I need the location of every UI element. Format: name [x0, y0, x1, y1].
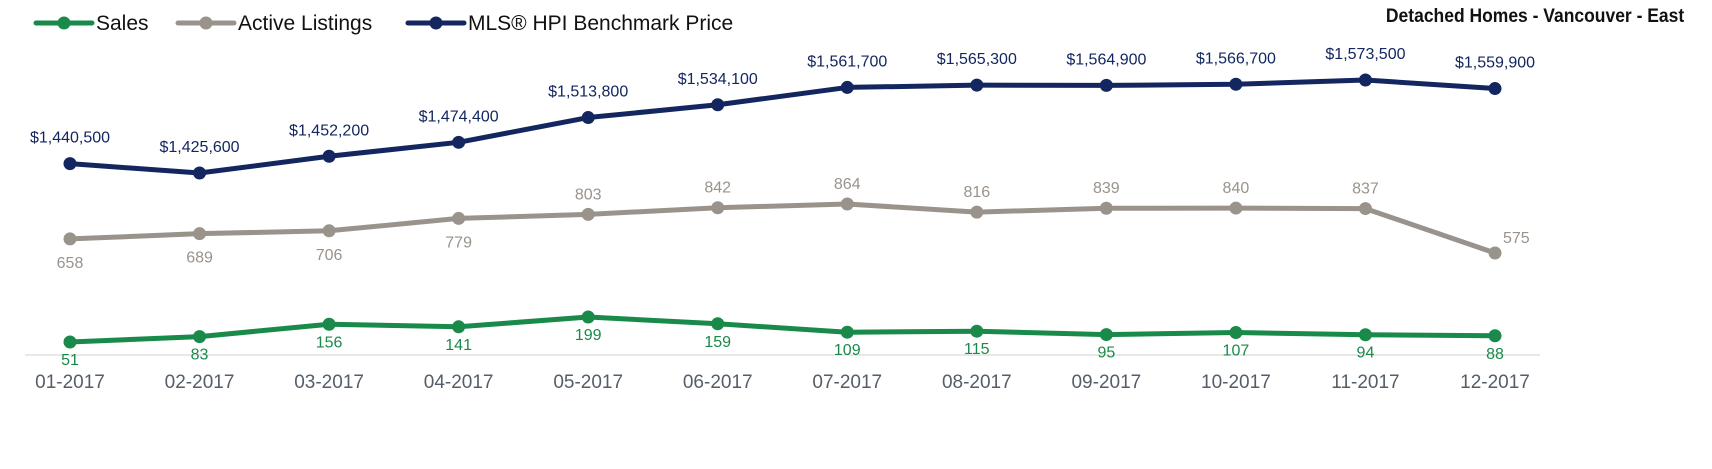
data-label: 864 — [834, 176, 861, 193]
data-point — [63, 157, 77, 171]
chart-title: Detached Homes - Vancouver - East — [1385, 6, 1684, 27]
data-label: $1,474,400 — [419, 108, 499, 125]
x-tick-label: 05-2017 — [553, 372, 623, 393]
data-label: 115 — [964, 341, 990, 358]
data-point — [1358, 202, 1372, 216]
x-tick-label: 01-2017 — [35, 372, 105, 393]
data-point — [711, 317, 725, 331]
data-label: 840 — [1223, 180, 1250, 197]
x-tick-label: 08-2017 — [942, 372, 1012, 393]
data-label: $1,566,700 — [1196, 50, 1276, 67]
data-point — [1229, 326, 1243, 340]
data-label: 839 — [1093, 180, 1120, 197]
x-tick-label: 10-2017 — [1201, 372, 1271, 393]
series-line — [67, 314, 1498, 345]
data-point — [840, 325, 854, 339]
data-point — [193, 330, 207, 344]
data-point — [581, 111, 595, 125]
data-label: 107 — [1223, 343, 1250, 360]
data-point — [452, 135, 466, 149]
data-label: 199 — [575, 327, 602, 344]
data-label: 816 — [963, 184, 990, 201]
data-point — [1488, 82, 1502, 96]
data-label: $1,559,900 — [1455, 55, 1535, 72]
data-label: $1,534,100 — [678, 71, 758, 88]
data-point — [1099, 328, 1113, 342]
data-label: 575 — [1503, 230, 1530, 247]
series-line — [67, 201, 1498, 256]
data-label: $1,564,900 — [1066, 51, 1146, 68]
data-point — [1358, 73, 1372, 87]
x-tick-label: 06-2017 — [683, 372, 753, 393]
data-point — [1488, 329, 1502, 343]
legend-label: Active Listings — [238, 12, 372, 35]
data-point — [1488, 246, 1502, 260]
data-point — [452, 320, 466, 334]
data-point — [63, 232, 77, 246]
data-point — [711, 98, 725, 112]
data-point — [193, 227, 207, 241]
data-point — [1358, 328, 1372, 342]
data-point — [322, 224, 336, 238]
data-point — [970, 324, 984, 338]
data-point — [1229, 201, 1243, 215]
x-tick-label: 09-2017 — [1071, 372, 1141, 393]
legend-swatch-marker — [199, 16, 213, 30]
data-point — [581, 207, 595, 221]
data-point — [970, 78, 984, 92]
data-point — [322, 149, 336, 163]
data-label: 51 — [61, 352, 79, 369]
data-label: $1,452,200 — [289, 122, 369, 139]
data-point — [840, 80, 854, 94]
legend-swatch-marker — [57, 16, 71, 30]
data-label: 842 — [704, 180, 731, 197]
data-point — [840, 197, 854, 211]
data-label: $1,425,600 — [160, 139, 240, 156]
data-point — [1099, 201, 1113, 215]
data-point — [1229, 77, 1243, 91]
x-tick-label: 02-2017 — [165, 372, 235, 393]
data-label: 689 — [186, 250, 213, 267]
data-label: 837 — [1352, 181, 1379, 198]
x-tick-label: 12-2017 — [1460, 372, 1530, 393]
legend-label: MLS® HPI Benchmark Price — [468, 12, 733, 35]
data-point — [322, 317, 336, 331]
legend-label: Sales — [96, 12, 149, 35]
data-point — [63, 335, 77, 349]
data-point — [970, 205, 984, 219]
x-tick-label: 11-2017 — [1331, 372, 1399, 393]
data-label: 95 — [1097, 345, 1115, 362]
data-label: 88 — [1486, 346, 1504, 363]
data-label: 109 — [834, 342, 861, 359]
x-tick-label: 07-2017 — [812, 372, 882, 393]
data-label: 141 — [445, 337, 472, 354]
data-label: 94 — [1357, 345, 1375, 362]
data-label: $1,573,500 — [1325, 46, 1405, 63]
data-point — [711, 201, 725, 215]
legend-swatch-marker — [429, 16, 443, 30]
data-point — [452, 211, 466, 225]
data-label: 803 — [575, 186, 602, 203]
data-label: 83 — [191, 347, 209, 364]
data-label: 159 — [704, 334, 731, 351]
data-label: 779 — [445, 234, 472, 251]
data-label: 706 — [316, 247, 343, 264]
x-tick-label: 04-2017 — [424, 372, 494, 393]
data-label: $1,561,700 — [807, 53, 887, 70]
data-label: $1,513,800 — [548, 84, 628, 101]
data-label: $1,565,300 — [937, 51, 1017, 68]
data-point — [581, 310, 595, 324]
data-label: $1,440,500 — [30, 130, 110, 147]
data-label: 658 — [57, 255, 84, 272]
data-label: 156 — [316, 334, 343, 351]
x-tick-label: 03-2017 — [294, 372, 364, 393]
series-line — [67, 77, 1498, 176]
data-point — [193, 166, 207, 180]
data-point — [1099, 78, 1113, 92]
